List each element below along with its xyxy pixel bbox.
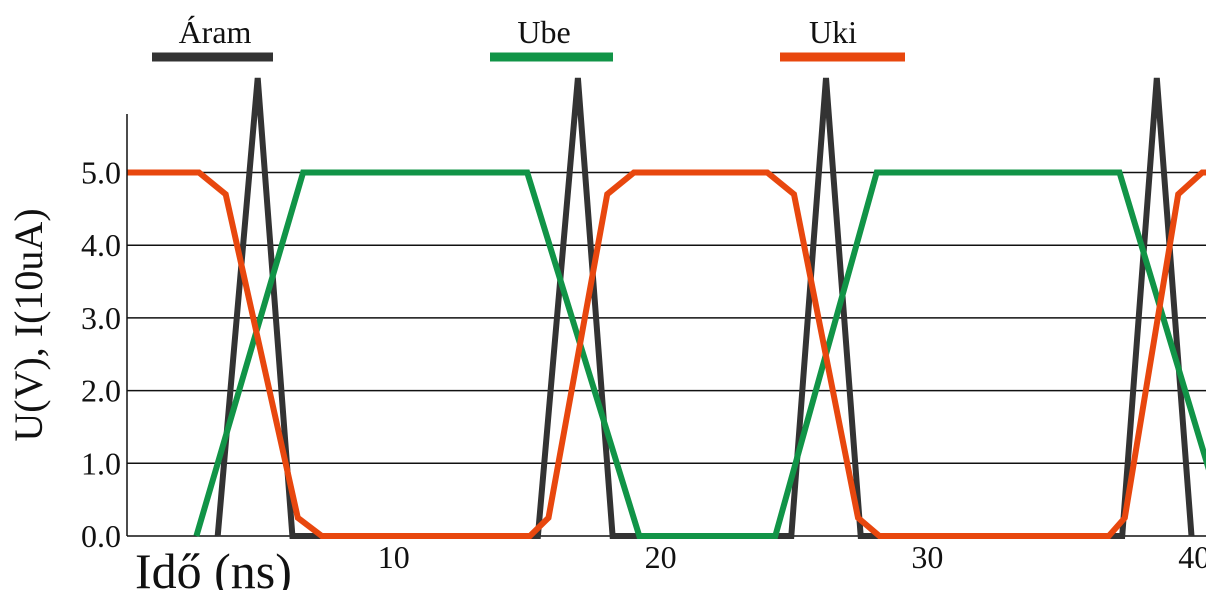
y-tick-label: 0.0 — [81, 518, 121, 554]
series-line-ube — [193, 169, 1206, 539]
y-tick-label: 4.0 — [81, 227, 121, 263]
y-axis-label: U(V), I(10uA) — [6, 208, 51, 441]
series-line-uki — [127, 169, 1206, 539]
y-tick-label: 3.0 — [81, 300, 121, 336]
x-tick-label: 10 — [378, 539, 410, 575]
x-tick-labels: 10 20 30 40 — [378, 539, 1206, 575]
legend-label: Uki — [809, 14, 857, 50]
x-tick-label: 40 — [1178, 539, 1206, 575]
x-tick-label: 30 — [911, 539, 943, 575]
x-axis-label: Idő (ns) — [135, 543, 292, 590]
legend-label: Ube — [517, 14, 570, 50]
series-lines — [127, 77, 1206, 539]
x-tick-label: 20 — [645, 539, 677, 575]
y-tick-label: 1.0 — [81, 445, 121, 481]
legend: Áram Ube Uki — [152, 14, 905, 62]
y-tick-labels: 0.0 1.0 2.0 3.0 4.0 5.0 — [81, 155, 121, 555]
y-tick-label: 2.0 — [81, 373, 121, 409]
legend-label: Áram — [179, 14, 252, 50]
series-line--ram — [214, 77, 1195, 539]
y-tick-label: 5.0 — [81, 155, 121, 191]
